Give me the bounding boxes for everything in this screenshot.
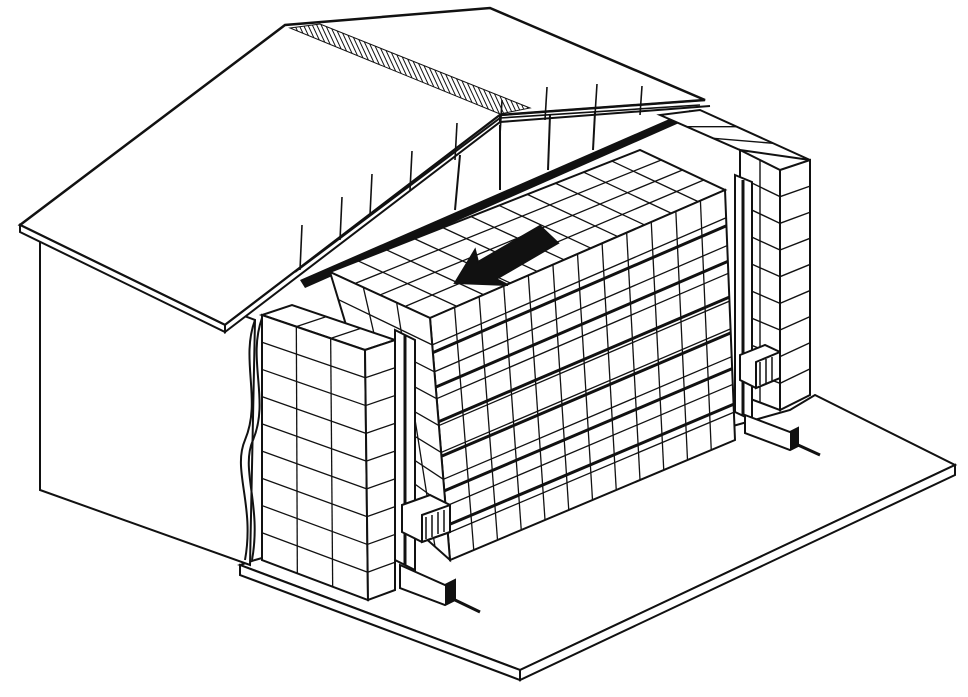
left-crate-stack — [258, 303, 399, 602]
airflow-arrow-icon — [453, 224, 560, 286]
fan-icon[interactable] — [401, 493, 451, 544]
fan-icon[interactable] — [739, 343, 781, 390]
roof-trusses — [294, 83, 701, 273]
roof-ridge-icon — [288, 23, 532, 115]
top-rail — [300, 110, 695, 288]
roof — [17, 6, 711, 335]
ground-slab — [237, 393, 958, 682]
